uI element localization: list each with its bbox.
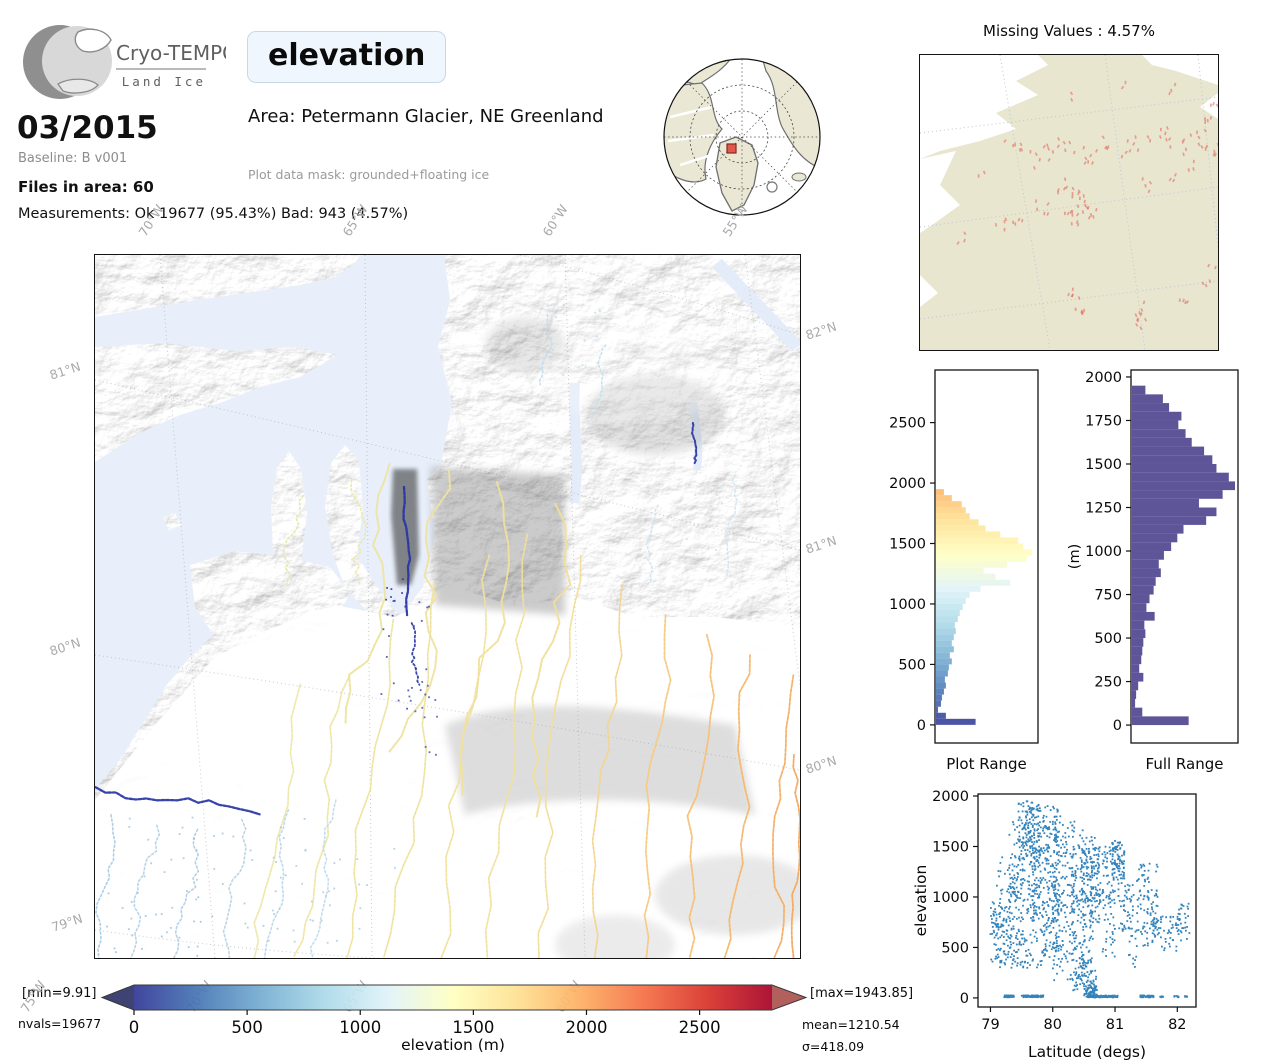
svg-text:500: 500 xyxy=(941,940,969,956)
svg-text:0: 0 xyxy=(917,718,926,734)
mean-label: mean=1210.54 xyxy=(802,1017,900,1032)
svg-text:2000: 2000 xyxy=(565,1018,607,1037)
svg-text:0: 0 xyxy=(960,991,969,1007)
lat-label-left-2: 79°N xyxy=(49,910,85,935)
cryo-tempo-logo: Cryo-TEMPO Land Ice xyxy=(23,25,226,99)
svg-text:0: 0 xyxy=(129,1018,140,1037)
lat-label-right-1: 81°N xyxy=(803,532,839,557)
missing-values-map xyxy=(919,54,1219,351)
svg-text:1000: 1000 xyxy=(1085,544,1122,560)
lat-label-left-1: 80°N xyxy=(47,634,83,659)
svg-text:2000: 2000 xyxy=(889,476,926,492)
elevation-map xyxy=(94,254,801,959)
elevation-tracks xyxy=(95,314,800,958)
missing-values-title: Missing Values : 4.57% xyxy=(983,22,1155,40)
lat-label-left-0: 81°N xyxy=(47,358,83,383)
svg-text:2000: 2000 xyxy=(932,789,969,805)
greenland-shape xyxy=(715,136,759,212)
area-marker xyxy=(726,143,737,154)
svg-text:(m): (m) xyxy=(1067,544,1083,569)
svg-text:Plot Range: Plot Range xyxy=(946,755,1027,773)
missing-map-ocean xyxy=(920,55,1218,307)
svg-text:80: 80 xyxy=(1044,1017,1062,1033)
mask-label: Plot data mask: grounded+floating ice xyxy=(248,167,490,182)
svg-text:1000: 1000 xyxy=(932,890,969,906)
colorbar-under-arrow xyxy=(102,985,134,1010)
svg-text:Full Range: Full Range xyxy=(1146,755,1224,773)
dark-terrain-shading xyxy=(391,317,800,958)
svg-text:1500: 1500 xyxy=(889,537,926,553)
colorbar-ticks: 0 500 1000 1500 2000 2500 xyxy=(129,1010,721,1037)
svg-text:500: 500 xyxy=(898,657,926,673)
svg-text:500: 500 xyxy=(231,1018,263,1037)
logo-subtitle-text: Land Ice xyxy=(122,74,206,89)
svg-text:1000: 1000 xyxy=(339,1018,381,1037)
greenland-outline-icon xyxy=(74,28,112,53)
ice-sheet xyxy=(95,587,800,958)
lat-label-right-0: 82°N xyxy=(803,318,839,343)
date-label: 03/2015 xyxy=(17,110,158,146)
globe-locator-inset xyxy=(663,58,821,216)
svg-text:82: 82 xyxy=(1168,1017,1186,1033)
plot-range-histogram: 0 500 1000 1500 2000 2500 Plot Range xyxy=(889,369,1039,773)
colorbar-axis-label: elevation (m) xyxy=(401,1036,505,1054)
svg-text:elevation: elevation xyxy=(912,865,930,937)
full-range-histogram: 0 250 500 750 1000 1250 1500 1750 2000 Full Range… xyxy=(1067,369,1239,773)
files-count-label: Files in area: 60 xyxy=(18,178,154,196)
svg-text:1500: 1500 xyxy=(452,1018,494,1037)
svg-text:2500: 2500 xyxy=(889,416,926,432)
lon-label-top-2: 60°W xyxy=(539,201,571,239)
variable-title: elevation xyxy=(247,31,447,83)
measurements-label: Measurements: Ok 19677 (95.43%) Bad: 943… xyxy=(18,206,409,222)
svg-text:0: 0 xyxy=(1113,718,1122,734)
map-graticule xyxy=(95,255,800,958)
svg-text:750: 750 xyxy=(1094,588,1122,604)
svg-text:1750: 1750 xyxy=(1085,413,1122,429)
svg-text:2500: 2500 xyxy=(679,1018,721,1037)
nvals-label: nvals=19677 xyxy=(18,1016,102,1031)
elevation-vs-latitude-scatter: 79 80 81 82 0 500 1000 1500 2000 Latitude (degs) e… xyxy=(912,789,1197,1060)
colorbar-min-label: [min=9.91] xyxy=(22,986,97,1001)
svg-text:1000: 1000 xyxy=(889,597,926,613)
svg-text:1500: 1500 xyxy=(1085,457,1122,473)
svg-text:1500: 1500 xyxy=(932,839,969,855)
antarctica-outline-icon xyxy=(57,78,99,94)
sigma-label: σ=418.09 xyxy=(802,1039,865,1054)
svg-text:500: 500 xyxy=(1094,631,1122,647)
svg-text:81: 81 xyxy=(1106,1017,1124,1033)
svg-text:2000: 2000 xyxy=(1085,370,1122,386)
colorbar-gradient xyxy=(134,985,772,1010)
logo-title-text: Cryo-TEMPO xyxy=(116,41,226,65)
svg-text:1250: 1250 xyxy=(1085,501,1122,517)
baseline-label: Baseline: B v001 xyxy=(18,151,128,166)
svg-text:Latitude (degs): Latitude (degs) xyxy=(1028,1043,1146,1060)
missing-data-markers xyxy=(956,80,1218,331)
iceland-shape xyxy=(766,181,778,193)
svg-text:250: 250 xyxy=(1094,675,1122,691)
colorbar-over-arrow xyxy=(772,985,806,1010)
missing-map-graticule xyxy=(920,55,1218,350)
colorbar-outline xyxy=(100,984,808,1011)
elevation-colorbar: 0 500 1000 1500 2000 2500 elevation (m) xyxy=(100,984,808,1054)
lat-label-right-2: 80°N xyxy=(803,752,839,777)
svg-text:79: 79 xyxy=(981,1017,999,1033)
colorbar-max-label: [max=1943.85] xyxy=(810,986,914,1001)
area-label: Area: Petermann Glacier, NE Greenland xyxy=(248,106,604,127)
elevation-track-dots xyxy=(106,304,729,957)
